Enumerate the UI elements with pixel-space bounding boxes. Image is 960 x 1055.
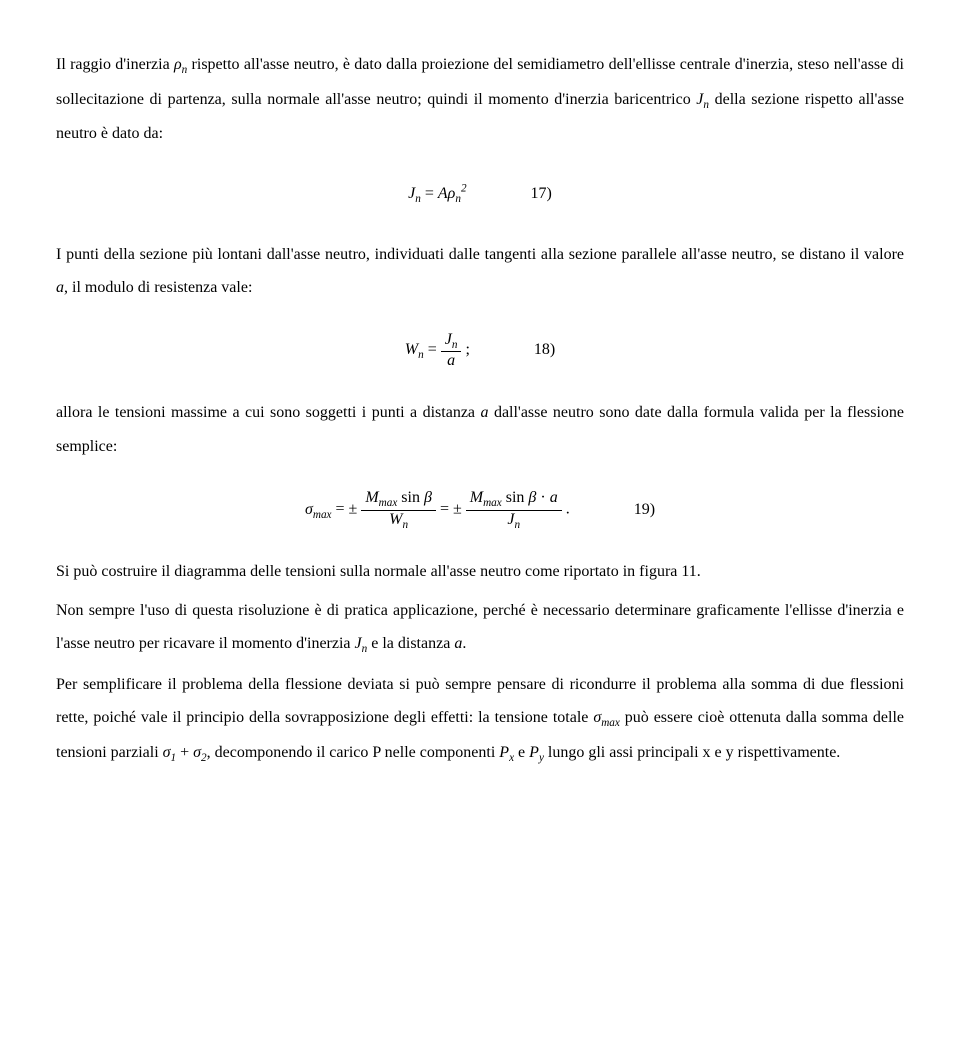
symbol-J: Jn (696, 91, 709, 108)
eq-fraction: Jna (441, 331, 462, 370)
symbol-sigma1: σ1 (163, 744, 176, 761)
eq-lhs: Wn (405, 341, 424, 358)
paragraph-2: I punti della sezione più lontani dall'a… (56, 238, 904, 305)
symbol-sigma-max: σmax (593, 709, 620, 726)
paragraph-5: Non sempre l'uso di questa risoluzione è… (56, 594, 904, 662)
text: . (462, 635, 466, 652)
symbol-a: a (56, 279, 64, 296)
text: + (176, 744, 193, 761)
symbol-J: Jn (355, 635, 368, 652)
symbol-rho: ρn (174, 56, 187, 73)
text: allora le tensioni massime a cui sono so… (56, 404, 480, 421)
text: , il modulo di resistenza vale: (64, 279, 252, 296)
paragraph-3: allora le tensioni massime a cui sono so… (56, 396, 904, 463)
text: Il raggio d'inerzia (56, 56, 174, 73)
eq-equals: = (421, 185, 438, 202)
eq-period: . (562, 501, 570, 518)
equation-19: σmax = ± Mmax sin βWn = ± Mmax sin β · a… (56, 489, 904, 531)
text: I punti della sezione più lontani dall'a… (56, 246, 904, 263)
eq-number: 19) (634, 493, 655, 527)
text: lungo gli assi principali x e y rispetti… (544, 744, 840, 761)
symbol-sigma2: σ2 (193, 744, 206, 761)
eq-equals: = ± (436, 501, 466, 518)
text: , decomponendo il carico P nelle compone… (207, 744, 500, 761)
symbol-Py: Py (529, 744, 544, 761)
eq-rhs: Aρn2 (438, 185, 467, 202)
symbol-Px: Px (499, 744, 514, 761)
eq-equals: = ± (332, 501, 362, 518)
eq-lhs: σmax (305, 501, 332, 518)
text: e la distanza (367, 635, 454, 652)
eq-number: 18) (534, 333, 555, 367)
equation-18: Wn = Jna ; 18) (56, 331, 904, 370)
eq-lhs: Jn (408, 185, 421, 202)
eq-equals: = (424, 341, 441, 358)
eq-fraction-2: Mmax sin β · aJn (466, 489, 562, 531)
paragraph-4: Si può costruire il diagramma delle tens… (56, 557, 904, 587)
equation-17: Jn = Aρn2 17) (56, 177, 904, 212)
paragraph-6: Per semplificare il problema della fless… (56, 668, 904, 771)
text: e (514, 744, 529, 761)
eq-number: 17) (531, 177, 552, 211)
paragraph-1: Il raggio d'inerzia ρn rispetto all'asse… (56, 48, 904, 151)
eq-fraction-1: Mmax sin βWn (361, 489, 436, 531)
text: Non sempre l'uso di questa risoluzione è… (56, 602, 904, 653)
eq-semicolon: ; (461, 341, 469, 358)
